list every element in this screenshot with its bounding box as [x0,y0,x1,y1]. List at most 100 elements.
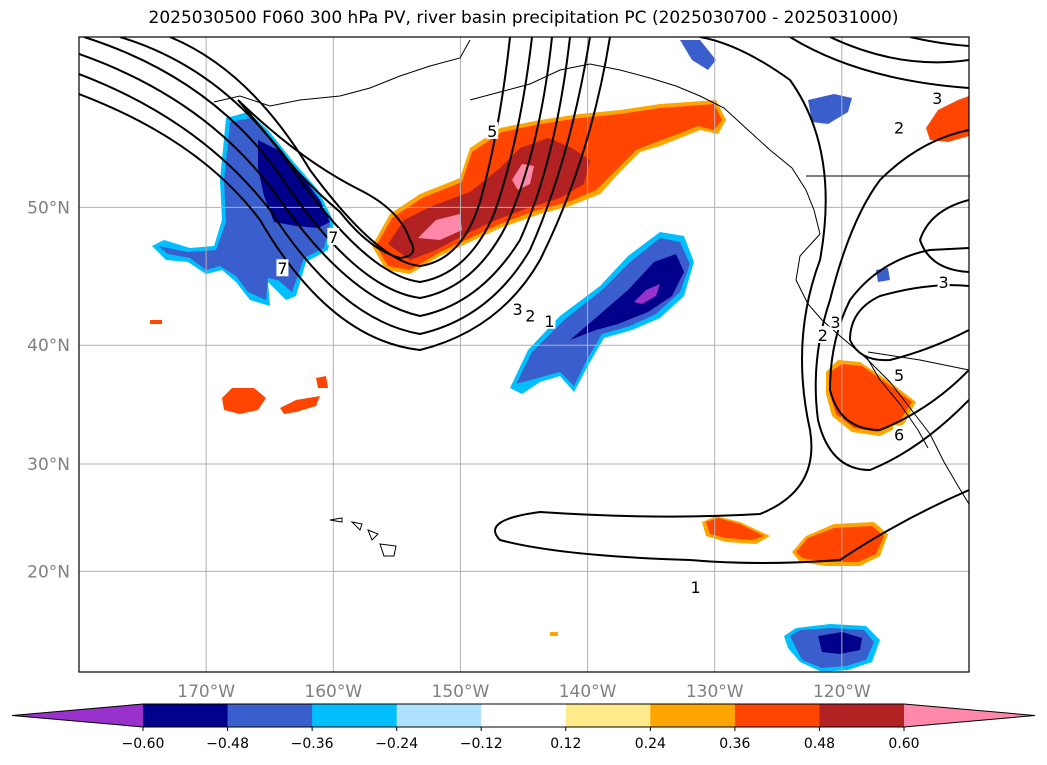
pv-contour-7-inner [237,99,415,260]
contour-label-bg [327,227,340,245]
pv-contour-east-4 [848,284,969,362]
precip-positive-extreme-band [418,164,534,240]
contour-label-bg [816,326,829,344]
precip-negative-blob-n1 [680,40,716,70]
precip-negative-max-south [818,632,862,654]
contour-label-bg [893,118,906,136]
border-us-mexico [867,351,969,371]
lat-tick-label: 20°N [27,562,70,582]
contour-label-bg [276,259,289,277]
lat-tick-label: 30°N [27,455,70,475]
colorbar [11,703,1036,728]
coastline-hawaii-2 [350,521,363,531]
lon-tick-label: 150°W [432,682,490,702]
pv-contour-4 [83,37,553,300]
pv-contour-ne-inner [918,199,969,273]
lon-tick-label: 120°W [813,682,871,702]
colorbar-tick-label: −0.60 [122,736,165,752]
contour-label-bg [829,313,842,331]
contour-label-bg [937,273,950,291]
pv-contour-6 [169,37,511,268]
colorbar-segment [650,704,736,727]
colorbar-tick-label: 0.24 [635,736,666,752]
pv-contour-north-1 [789,37,969,89]
precip-negative-max-165w [258,140,330,228]
contour-label: 7 [277,259,287,278]
coastline-hawaii-1 [329,517,343,523]
longitude-tick-labels: 170°W 160°W 150°W 140°W 130°W 120°W [177,682,871,702]
contour-label: 7 [328,228,338,247]
contour-label: 2 [894,119,904,138]
coastline-hawaii-4 [379,543,397,557]
contour-label-bg [689,577,702,595]
pv-contour-east-2 [814,129,969,472]
gridlines [79,37,969,672]
contour-label: 5 [894,366,904,385]
precip-positive-core-socal [830,364,912,432]
colorbar-segment [143,704,229,727]
contour-label-bg [931,89,944,107]
contour-label: 5 [487,122,497,141]
contour-label-bg [524,306,537,324]
colorbar-tick-label: −0.48 [206,736,249,752]
contour-label: 1 [544,312,554,331]
colorbar-extend-high [904,704,1035,727]
precip-positive-blob-h5 [550,632,558,636]
contour-label: 6 [894,425,904,444]
precip-positive-core-130w [706,518,764,540]
precip-positive-blob-h2 [280,396,320,414]
pv-contour-2 [79,37,591,336]
pv-contour-5 [119,37,533,284]
contour-label: 2 [818,326,828,345]
colorbar-segment [481,704,567,727]
precip-positive-blob-h3 [316,376,328,388]
precip-positive-region-ne [926,96,969,142]
contour-label: 1 [691,578,701,597]
coastline-hawaii-3 [367,529,379,541]
contour-label-bg [486,121,499,139]
precip-negative-blob-n2 [808,94,852,124]
colorbar-tick-labels: −0.60 −0.48 −0.36 −0.24 −0.12 0.12 0.24 0.36 0.4… [122,727,920,752]
precip-negative-blob-n3 [876,268,890,282]
contour-label-bg [543,311,556,329]
precip-positive-core-mexico [796,526,884,562]
contour-label: 3 [513,300,523,319]
coastline-alaska [213,39,821,235]
colorbar-segment [565,704,651,727]
colorbar-segment [396,704,482,727]
precip-negative-extreme-140w [634,284,660,304]
coastlines [213,39,969,557]
colorbar-tick-label: 0.36 [719,736,750,752]
colorbar-tick-label: 0.12 [550,736,581,752]
coastline-baja [865,355,929,449]
pv-contour-east-1 [494,37,969,564]
colorbar-tick-label: −0.36 [291,736,334,752]
contour-label: 3 [938,273,948,292]
contour-label-bg [893,366,906,384]
contour-label: 2 [525,307,535,326]
lon-tick-label: 160°W [304,682,362,702]
colorbar-extend-low [12,704,143,727]
plot-frame [78,36,970,673]
colorbar-tick-label: −0.12 [460,736,503,752]
colorbar-segment [227,704,313,727]
map-title: 2025030500 F060 300 hPa PV, river basin … [148,8,899,28]
latitude-tick-labels: 20°N 30°N 40°N 50°N [27,198,70,582]
contour-label: 3 [932,89,942,108]
colorbar-segment [819,704,905,727]
lon-tick-label: 140°W [559,682,617,702]
colorbar-tick-label: 0.48 [804,736,835,752]
lon-tick-label: 170°W [177,682,235,702]
precip-negative-max-140w [570,254,684,340]
pv-contour-3 [79,37,571,318]
colorbar-tick-label: 0.60 [888,736,919,752]
contour-label: 3 [830,313,840,332]
lat-tick-label: 40°N [27,336,70,356]
colorbar-tick-label: −0.24 [375,736,418,752]
pv-contours [79,37,969,564]
colorbar-segment [734,704,820,727]
contour-label-bg [511,299,524,317]
pv-contour-north-2 [829,37,969,64]
